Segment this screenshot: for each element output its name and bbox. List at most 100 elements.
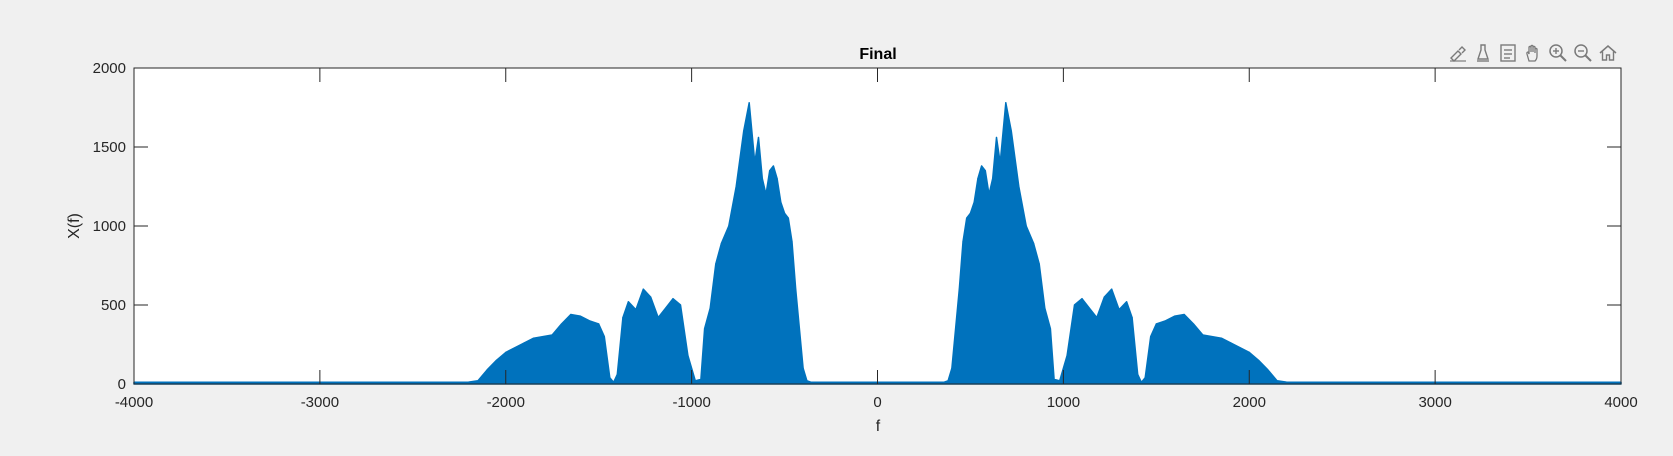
x-tick-label: -4000: [115, 394, 153, 411]
data-point: [1155, 323, 1157, 325]
data-point: [757, 136, 760, 139]
x-tick-labels: -4000 -3000 -2000 -1000 0 1000 2000 3000 4000: [115, 394, 1638, 411]
data-point: [570, 313, 572, 316]
data-point: [1053, 378, 1055, 380]
data-point: [1059, 380, 1061, 382]
data-point: [635, 309, 637, 311]
data-point: [1038, 263, 1040, 265]
axes-box: [133, 67, 1622, 385]
y-tick-label: 0: [118, 376, 126, 393]
data-point: [642, 288, 644, 290]
data-point: [709, 307, 711, 309]
data-point: [966, 217, 968, 219]
data-point: [588, 320, 591, 322]
data-point: [1044, 307, 1046, 309]
data-point: [958, 288, 960, 290]
data-point: [1248, 351, 1250, 353]
zoom-in-icon[interactable]: [1546, 41, 1569, 65]
y-tick-labels: 0 500 1000 1500 2000: [93, 60, 126, 393]
data-point: [687, 355, 689, 357]
data-point: [1174, 315, 1176, 317]
data-point: [1202, 334, 1204, 336]
data-point: [1049, 328, 1051, 330]
data-point: [951, 367, 953, 369]
data-point: [672, 298, 674, 300]
data-point: [609, 377, 611, 379]
data-point: [1103, 296, 1105, 298]
data-point: [514, 347, 516, 349]
x-tick-label: 0: [873, 394, 881, 411]
data-point: [1220, 337, 1222, 339]
data-point: [772, 165, 775, 167]
x-tick-label: 4000: [1604, 394, 1637, 411]
data-point: [704, 328, 706, 330]
zoom-out-icon[interactable]: [1571, 41, 1594, 65]
chart-title: Final: [859, 46, 896, 63]
data-point: [735, 185, 737, 188]
data-point: [776, 178, 778, 180]
y-tick-label: 500: [101, 297, 126, 314]
x-tick-label: 3000: [1418, 394, 1451, 411]
data-point: [969, 212, 972, 214]
data-point: [1096, 317, 1098, 319]
data-point: [981, 165, 983, 167]
data-point: [999, 162, 1001, 164]
data-point: [1131, 317, 1133, 319]
data-point: [1137, 373, 1139, 376]
data-point: [992, 178, 994, 180]
data-point: [650, 296, 652, 298]
data-point: [806, 380, 808, 382]
data-point: [1211, 336, 1213, 338]
data-point: [1118, 309, 1120, 311]
pan-hand-icon[interactable]: [1521, 41, 1544, 65]
data-point: [748, 102, 750, 104]
data-point: [780, 201, 782, 203]
data-point: [1025, 225, 1027, 227]
data-point: [1018, 185, 1020, 188]
data-point: [542, 336, 544, 338]
data-point: [495, 359, 498, 361]
data-point: [1239, 347, 1241, 349]
data-point: [802, 367, 804, 369]
data-point: [1192, 323, 1195, 325]
data-point: [1066, 355, 1068, 357]
data-point: [1267, 369, 1269, 371]
legend-icon[interactable]: [1496, 41, 1519, 65]
data-point: [977, 178, 979, 180]
data-point: [995, 136, 998, 139]
data-point: [505, 351, 507, 353]
data-point: [973, 201, 975, 203]
brush-icon[interactable]: [1446, 41, 1469, 65]
data-point: [787, 217, 789, 219]
data-point: [1144, 377, 1146, 379]
data-point: [769, 170, 771, 172]
axes-toolbar: [1446, 40, 1619, 66]
data-tips-icon[interactable]: [1471, 41, 1494, 65]
data-point: [477, 380, 479, 382]
x-tick-label: -2000: [487, 394, 525, 411]
data-point: [754, 162, 756, 164]
data-point: [984, 170, 986, 172]
data-point: [720, 242, 723, 244]
y-tick-label: 1500: [93, 139, 126, 156]
data-point: [679, 304, 682, 306]
data-point: [700, 378, 702, 380]
data-point: [761, 178, 763, 180]
data-point: [962, 241, 964, 243]
data-point: [715, 263, 717, 265]
data-point: [955, 328, 957, 330]
data-point: [1088, 307, 1090, 309]
data-point: [765, 193, 767, 195]
data-point: [1010, 130, 1012, 132]
x-tick-label: 1000: [1047, 394, 1080, 411]
x-tick-label: -3000: [301, 394, 339, 411]
home-icon[interactable]: [1596, 41, 1619, 65]
plot-area: [134, 68, 1621, 384]
data-point: [694, 380, 696, 382]
data-point: [1081, 298, 1083, 300]
data-point: [1073, 304, 1076, 306]
data-point: [1183, 313, 1185, 316]
data-point: [579, 315, 581, 317]
data-point: [560, 323, 563, 325]
y-tick-label: 2000: [93, 60, 126, 77]
